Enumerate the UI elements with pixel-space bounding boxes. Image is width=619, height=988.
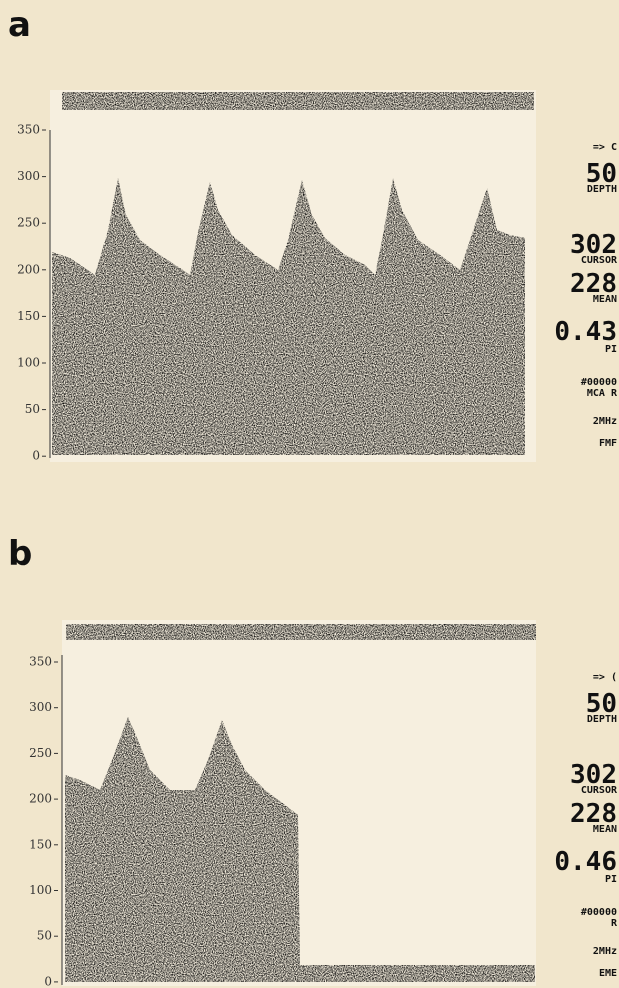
readout-depth: 50	[586, 159, 617, 189]
readout-pi-label: PI	[605, 874, 617, 885]
readout-mode: FMF	[599, 438, 617, 449]
readout-pi-label: PI	[605, 344, 617, 355]
readout-pi: 0.43	[554, 317, 617, 347]
y-tick-label: 200	[17, 262, 40, 276]
readout-mean-label: MEAN	[593, 824, 617, 835]
readout-cursor: 302	[570, 230, 617, 260]
doppler-spectrum	[65, 717, 535, 982]
readout-cursor-label: CURSOR	[581, 785, 618, 796]
readout-mode: EME	[599, 968, 617, 979]
y-tick-label: 100	[17, 356, 40, 370]
readout-freq: 2MHz	[593, 946, 617, 957]
y-tick-label: 250	[29, 746, 52, 760]
y-tick-label: 300	[17, 169, 40, 183]
readout-mean: 228	[570, 799, 617, 829]
y-tick-label: 350	[17, 123, 40, 137]
y-tick-label: 50	[37, 929, 52, 943]
y-tick-label: 0	[44, 974, 52, 988]
readout-freq: 2MHz	[593, 416, 617, 427]
readout-id: #00000	[581, 377, 617, 388]
noise-band	[66, 624, 536, 640]
y-tick-label: 350	[29, 655, 52, 669]
panel-a	[49, 90, 536, 462]
y-tick-label: 150	[29, 837, 52, 851]
readout-cursor: 302	[570, 760, 617, 790]
y-tick-label: 100	[29, 883, 52, 897]
noise-band	[62, 92, 534, 110]
panel-b	[61, 620, 536, 986]
y-tick-label: 300	[29, 700, 52, 714]
y-tick-label: 200	[29, 792, 52, 806]
y-tick-label: 0	[32, 449, 40, 463]
panel-label: a	[8, 5, 31, 45]
readout-id: #00000	[581, 907, 617, 918]
readout-pi: 0.46	[554, 847, 617, 877]
readout-mean-label: MEAN	[593, 294, 617, 305]
panel-label: b	[8, 534, 32, 574]
readout-vessel: R	[611, 918, 618, 929]
doppler-spectrum	[52, 178, 525, 455]
y-tick-label: 150	[17, 309, 40, 323]
readout-arrow: => C	[593, 142, 617, 153]
readout-depth: 50	[586, 689, 617, 719]
readout-vessel: MCA R	[587, 388, 618, 399]
readout-depth-label: DEPTH	[587, 714, 617, 725]
readout-cursor-label: CURSOR	[581, 255, 618, 266]
readout-arrow: => (	[593, 672, 617, 683]
readout-mean: 228	[570, 269, 617, 299]
y-tick-label: 50	[25, 402, 40, 416]
readout-depth-label: DEPTH	[587, 184, 617, 195]
y-tick-label: 250	[17, 216, 40, 230]
